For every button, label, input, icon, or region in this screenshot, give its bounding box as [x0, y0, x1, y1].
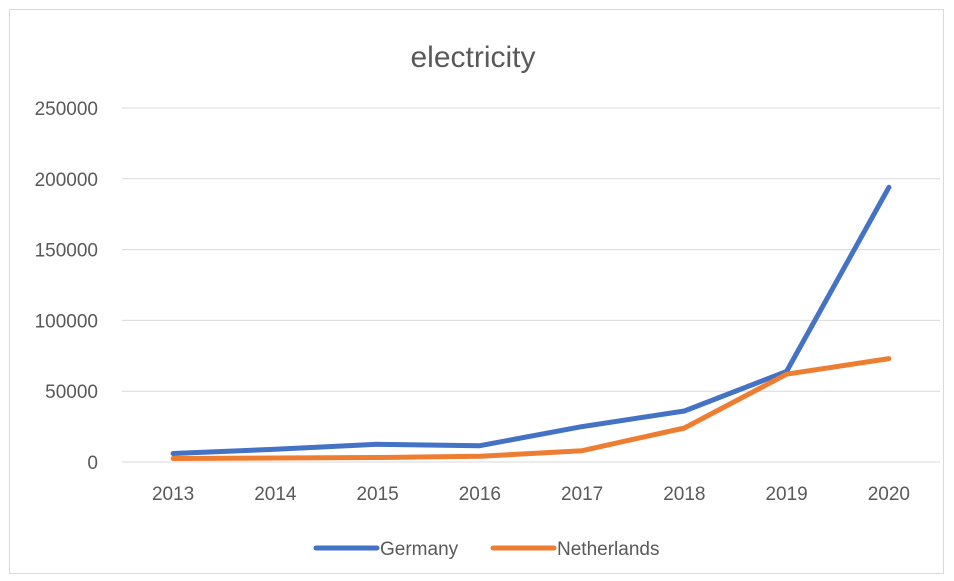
- x-tick-label: 2013: [152, 484, 194, 505]
- y-tick-label: 250000: [35, 99, 98, 120]
- data-point: [888, 186, 890, 188]
- x-tick-label: 2014: [254, 484, 297, 505]
- data-point: [479, 455, 481, 457]
- x-tick-label: 2017: [561, 484, 603, 505]
- series-line-germany: [170, 184, 892, 456]
- x-tick-label: 2019: [765, 484, 807, 505]
- data-point: [274, 457, 276, 459]
- data-point: [172, 457, 174, 459]
- x-tick-label: 2016: [459, 484, 501, 505]
- data-point: [888, 358, 890, 360]
- chart-frame: electricity 0 50000 100000 150000 200000 2500…: [9, 9, 944, 574]
- data-point: [172, 453, 174, 455]
- gridlines: [122, 107, 940, 463]
- x-axis-ticks: 2013 2014 2015 2016 2017 2018 2019 2020: [152, 484, 910, 505]
- series-lines: [170, 184, 892, 461]
- y-tick-label: 0: [87, 453, 98, 474]
- data-point: [581, 450, 583, 452]
- data-point: [786, 373, 788, 375]
- data-point: [683, 427, 685, 429]
- x-tick-label: 2020: [868, 484, 910, 505]
- data-point: [683, 410, 685, 412]
- data-point: [377, 443, 379, 445]
- data-point: [274, 448, 276, 450]
- series-line-netherlands: [170, 356, 892, 461]
- x-tick-label: 2018: [663, 484, 705, 505]
- line-chart: electricity 0 50000 100000 150000 200000 2500…: [35, 41, 940, 560]
- legend-label: Germany: [380, 539, 459, 560]
- x-tick-label: 2015: [356, 484, 398, 505]
- data-point: [479, 445, 481, 447]
- y-tick-label: 50000: [45, 382, 98, 403]
- y-tick-label: 150000: [35, 241, 98, 262]
- legend-label: Netherlands: [557, 539, 659, 560]
- y-tick-label: 100000: [35, 311, 98, 332]
- y-tick-label: 200000: [35, 170, 98, 191]
- data-point: [581, 426, 583, 428]
- legend: Germany Netherlands: [313, 539, 659, 560]
- y-axis-ticks: 0 50000 100000 150000 200000 250000: [35, 99, 98, 474]
- data-point: [377, 456, 379, 458]
- data-point: [786, 370, 788, 372]
- chart-title: electricity: [410, 41, 535, 74]
